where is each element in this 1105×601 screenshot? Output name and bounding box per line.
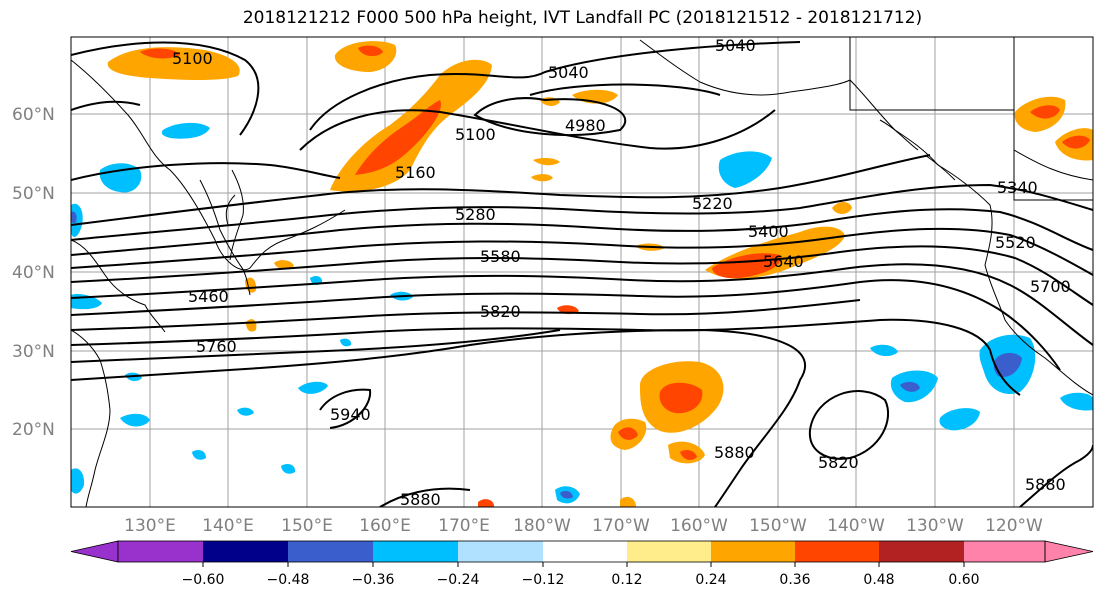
- lat-label: 60°N: [12, 105, 55, 125]
- colorbar-swatch: [373, 541, 458, 562]
- contour-label: 5880: [714, 443, 755, 462]
- colorbar-swatch: [627, 541, 711, 562]
- lon-label: 130°E: [124, 516, 176, 536]
- contour-label: 5040: [715, 36, 756, 55]
- colorbar-label: −0.12: [522, 572, 565, 588]
- lon-labels: 130°E 140°E 150°E 160°E 170°E 180°W 170°…: [124, 516, 1043, 536]
- contour-label: 5160: [395, 163, 436, 182]
- contour-label: 5820: [480, 302, 521, 321]
- colorbar-arrow-right: [1044, 540, 1094, 563]
- contour-label: 5640: [763, 252, 804, 271]
- colorbar-label: 0.12: [611, 572, 642, 588]
- gridlines: [71, 37, 1093, 507]
- lat-label: 20°N: [12, 420, 55, 440]
- map-title: 2018121212 F000 500 hPa height, IVT Land…: [242, 8, 923, 28]
- contour-label: 5520: [995, 233, 1036, 252]
- colorbar-swatch: [118, 541, 203, 562]
- contour-label: 5100: [455, 125, 496, 144]
- contour-label: 5820: [818, 453, 859, 472]
- height-contours: [71, 41, 1093, 507]
- contour-label: 5040: [548, 63, 589, 82]
- lon-label: 160°W: [670, 516, 728, 536]
- lat-label: 40°N: [12, 263, 55, 283]
- contour-labels: 5100 5040 5040 4980 5100 5160 5280 5220 …: [172, 36, 1071, 509]
- lon-label: 140°E: [202, 516, 254, 536]
- colorbar-swatch: [288, 541, 373, 562]
- colorbar-swatch: [711, 541, 795, 562]
- lon-label: 160°E: [359, 516, 411, 536]
- contour-label: 5880: [1025, 475, 1066, 494]
- contour-label: 5400: [748, 222, 789, 241]
- colorbar-label: 0.48: [863, 572, 894, 588]
- colorbar: −0.60 −0.48 −0.36 −0.24 −0.12 0.12 0.24 …: [70, 540, 1094, 588]
- colorbar-label: −0.36: [352, 572, 395, 588]
- lon-label: 120°W: [985, 516, 1043, 536]
- colorbar-label: −0.60: [182, 572, 225, 588]
- colorbar-arrow-left: [70, 540, 119, 563]
- contour-label: 5220: [692, 194, 733, 213]
- ivt-negative-patches: [71, 122, 1093, 504]
- lon-label: 140°W: [827, 516, 885, 536]
- colorbar-label: 0.60: [948, 572, 979, 588]
- contour-label: 5760: [196, 337, 237, 356]
- contour-label: 5100: [172, 49, 213, 68]
- colorbar-swatch: [795, 541, 879, 562]
- contour-label: 5880: [400, 490, 441, 509]
- lon-label: 130°W: [906, 516, 964, 536]
- lon-label: 170°E: [438, 516, 490, 536]
- map-border: [70, 36, 1094, 508]
- contour-label: 5460: [188, 287, 229, 306]
- contour-label: 4980: [565, 116, 606, 135]
- colorbar-label: −0.48: [267, 572, 310, 588]
- colorbar-outline: [117, 540, 1046, 563]
- lat-label: 30°N: [12, 342, 55, 362]
- contour-label: 5940: [330, 405, 371, 424]
- lat-labels: 60°N 50°N 40°N 30°N 20°N: [12, 105, 55, 440]
- colorbar-swatch: [964, 541, 1045, 562]
- ivt-positive-patches: [107, 41, 1093, 507]
- contour-label: 5580: [480, 247, 521, 266]
- lon-label: 180°W: [513, 516, 571, 536]
- colorbar-swatch: [543, 541, 627, 562]
- colorbar-label: 0.36: [779, 572, 810, 588]
- colorbar-swatch: [203, 541, 288, 562]
- lon-label: 150°E: [281, 516, 333, 536]
- contour-label: 5280: [455, 205, 496, 224]
- lon-label: 150°W: [749, 516, 807, 536]
- lon-label: 170°W: [592, 516, 650, 536]
- contour-label: 5340: [997, 178, 1038, 197]
- colorbar-label: 0.24: [695, 572, 726, 588]
- lat-label: 50°N: [12, 184, 55, 204]
- colorbar-label: −0.24: [437, 572, 480, 588]
- contour-label: 5700: [1030, 277, 1071, 296]
- colorbar-swatch: [879, 541, 964, 562]
- colorbar-swatch: [458, 541, 543, 562]
